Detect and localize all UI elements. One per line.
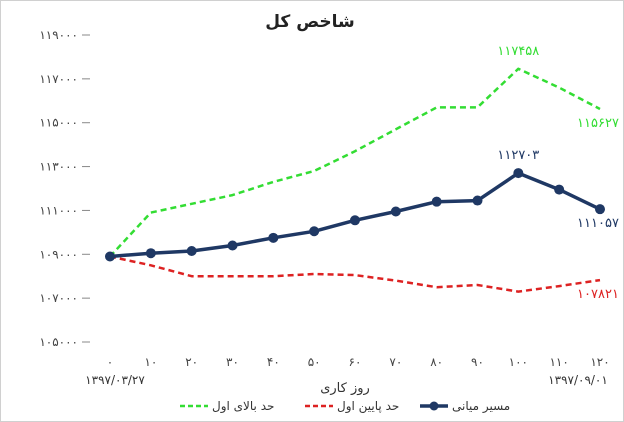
- series-line-1: [109, 255, 601, 293]
- y-axis: ۱۰۵۰۰۰ ۱۰۷۰۰۰ ۱۰۹۰۰۰ ۱۱۱۰۰۰ ۱۱۳۰۰۰ ۱۱۵۰۰۰ ۱۱۷۰…: [39, 28, 90, 349]
- data-labels: ۱۱۵۶۲۷ ۱۱۷۴۵۸ ۱۰۷۸۲۱ ۱۱۱۰۵۷ ۱۱۲۷۰۳: [497, 44, 619, 302]
- data-point: [227, 240, 238, 251]
- peak-label-2: ۱۱۲۷۰۳: [497, 148, 539, 163]
- data-point: [595, 204, 605, 215]
- y-tick-label: ۱۱۷۰۰۰: [39, 72, 78, 86]
- end-label-0: ۱۱۵۶۲۷: [577, 116, 619, 131]
- data-point: [268, 232, 279, 243]
- x-tick-label: ۱۲۰: [590, 355, 609, 369]
- x-tick-label: ۹۰: [471, 355, 484, 369]
- x-tick-label: ۱۰: [144, 355, 157, 369]
- x-tick-label: ۱۱۰: [549, 355, 568, 369]
- x-axis: ۰ ۱۰ ۲۰ ۳۰ ۴۰ ۵۰ ۶۰ ۷۰ ۸۰ ۹۰ ۱۰۰ ۱۱۰ ۱۲۰: [107, 355, 610, 369]
- x-tick-label: ۰: [107, 355, 113, 369]
- end-label-2: ۱۱۱۰۵۷: [577, 216, 619, 231]
- data-point: [309, 226, 320, 237]
- x-tick-label: ۱۰۰: [509, 355, 528, 369]
- start-date-label: ۱۳۹۷/۰۳/۲۷: [85, 373, 145, 387]
- x-tick-label: ۴۰: [267, 355, 280, 369]
- legend-label: مسیر میانی: [452, 399, 510, 414]
- data-point: [390, 206, 401, 217]
- y-tick-label: ۱۰۵۰۰۰: [39, 335, 78, 349]
- data-point: [186, 245, 197, 256]
- end-date-label: ۱۳۹۷/۰۹/۰۱: [548, 373, 608, 387]
- legend-label: حد بالای اول: [212, 399, 274, 414]
- series-line-0: [109, 67, 601, 258]
- y-tick-label: ۱۱۵۰۰۰: [39, 116, 78, 130]
- x-tick-label: ۷۰: [389, 355, 402, 369]
- data-point: [105, 251, 115, 262]
- x-tick-label: ۳۰: [226, 355, 239, 369]
- data-point: [472, 195, 483, 206]
- chart-title: شاخص کل: [265, 12, 355, 32]
- y-tick-label: ۱۱۳۰۰۰: [39, 160, 78, 174]
- legend-label: حد پایین اول: [337, 399, 399, 414]
- data-point: [513, 168, 524, 179]
- x-tick-label: ۲۰: [185, 355, 198, 369]
- data-point: [350, 215, 360, 226]
- series-group: [105, 67, 605, 293]
- y-tick-label: ۱۰۷۰۰۰: [39, 291, 78, 305]
- x-tick-label: ۵۰: [308, 355, 321, 369]
- y-tick-label: ۱۱۱۰۰۰: [39, 203, 78, 217]
- data-point: [554, 184, 565, 195]
- data-point: [145, 248, 156, 259]
- y-tick-label: ۱۱۹۰۰۰: [39, 28, 78, 42]
- y-tick-label: ۱۰۹۰۰۰: [39, 247, 78, 261]
- x-axis-title: روز کاری: [320, 381, 370, 396]
- legend-marker: [429, 401, 439, 411]
- end-label-1: ۱۰۷۸۲۱: [577, 287, 619, 302]
- data-point: [431, 196, 442, 207]
- x-tick-label: ۶۰: [349, 355, 362, 369]
- x-tick-label: ۸۰: [430, 355, 443, 369]
- peak-label-0: ۱۱۷۴۵۸: [497, 44, 539, 59]
- legend: حد بالای اول حد پایین اول مسیر میانی: [180, 399, 510, 414]
